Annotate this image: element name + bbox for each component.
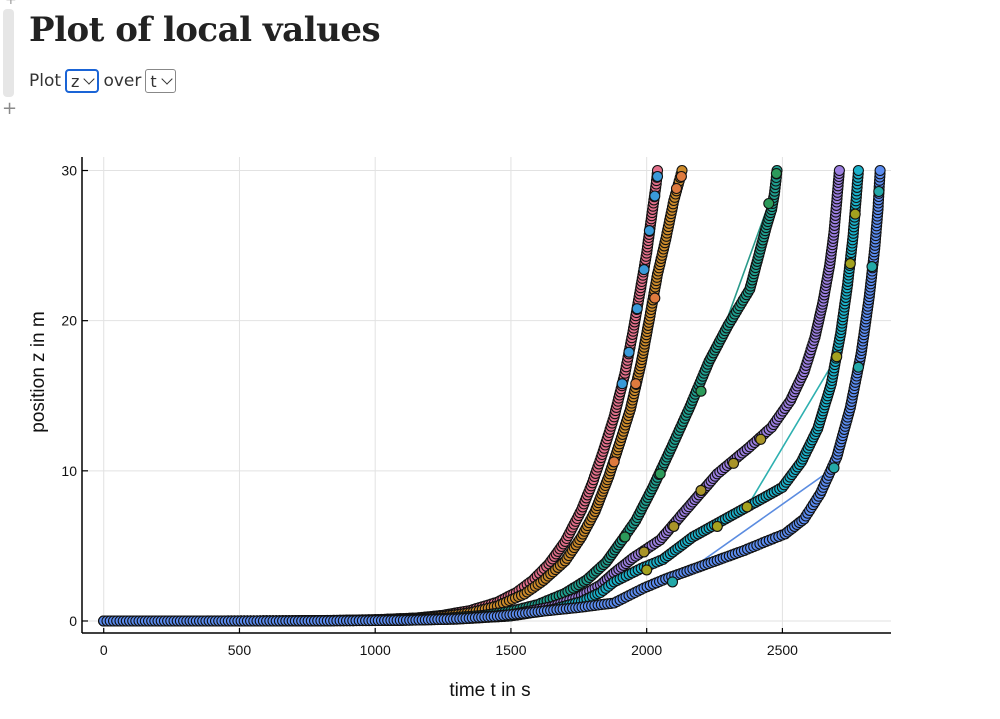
data-point xyxy=(852,361,864,373)
y-variable-value: z xyxy=(71,71,80,91)
data-point xyxy=(670,182,683,195)
series-points xyxy=(98,164,886,627)
data-point xyxy=(675,170,687,183)
chevron-down-icon xyxy=(83,72,96,85)
x-tick-label: 0 xyxy=(100,642,108,658)
data-point xyxy=(695,484,707,496)
cell-focus-bar xyxy=(3,9,14,97)
add-cell-below-icon[interactable]: + xyxy=(2,98,18,119)
x-axis-title: time t in s xyxy=(449,680,530,701)
data-point xyxy=(608,456,620,468)
data-point xyxy=(831,351,843,363)
x-tick-label: 1000 xyxy=(360,642,391,658)
y-tick-label: 10 xyxy=(61,463,77,479)
data-point xyxy=(873,185,885,198)
data-point xyxy=(638,546,650,558)
data-point xyxy=(643,225,655,237)
data-point xyxy=(770,167,782,180)
y-tick-label: 30 xyxy=(61,163,77,179)
plot-label: Plot xyxy=(29,71,62,91)
x-tick-label: 2000 xyxy=(631,642,662,658)
data-point xyxy=(666,576,679,588)
plot-controls: Plot z over t xyxy=(29,69,176,93)
data-point xyxy=(616,378,628,390)
data-point xyxy=(755,433,767,445)
data-point xyxy=(866,261,878,273)
add-cell-above-icon[interactable]: + xyxy=(5,0,17,8)
data-point xyxy=(631,303,643,315)
data-point xyxy=(727,457,740,469)
chevron-down-icon xyxy=(160,72,173,85)
data-point xyxy=(833,164,845,177)
x-tick-label: 1500 xyxy=(495,642,526,658)
data-point xyxy=(638,264,650,276)
data-point xyxy=(874,164,886,177)
data-point xyxy=(695,385,707,397)
data-point xyxy=(630,378,642,390)
series-line xyxy=(103,170,683,622)
data-point xyxy=(649,292,661,304)
data-point xyxy=(619,531,631,543)
data-point xyxy=(623,346,635,358)
data-point xyxy=(763,197,775,210)
y-tick-label: 0 xyxy=(69,613,77,629)
y-axis-title: position z in m xyxy=(28,311,49,432)
data-point xyxy=(741,501,753,513)
x-tick-label: 2500 xyxy=(767,642,798,658)
x-variable-value: t xyxy=(150,71,157,91)
over-label: over xyxy=(103,71,142,91)
data-point xyxy=(641,564,653,576)
axes xyxy=(81,157,891,634)
data-point xyxy=(668,520,680,532)
data-point xyxy=(654,468,666,480)
page-title: Plot of local values xyxy=(29,10,381,50)
data-point xyxy=(849,208,861,220)
data-point xyxy=(649,190,661,202)
data-point xyxy=(852,164,864,177)
x-variable-select[interactable]: t xyxy=(145,69,176,93)
ticks: 0 500 1000 1500 2000 2500 0 10 20 30 xyxy=(61,163,798,658)
data-point xyxy=(651,170,664,183)
data-point xyxy=(711,520,723,532)
data-point xyxy=(828,462,840,474)
y-variable-select[interactable]: z xyxy=(65,69,100,93)
data-point xyxy=(844,258,856,270)
y-tick-label: 20 xyxy=(61,313,77,329)
x-tick-label: 500 xyxy=(228,642,252,658)
